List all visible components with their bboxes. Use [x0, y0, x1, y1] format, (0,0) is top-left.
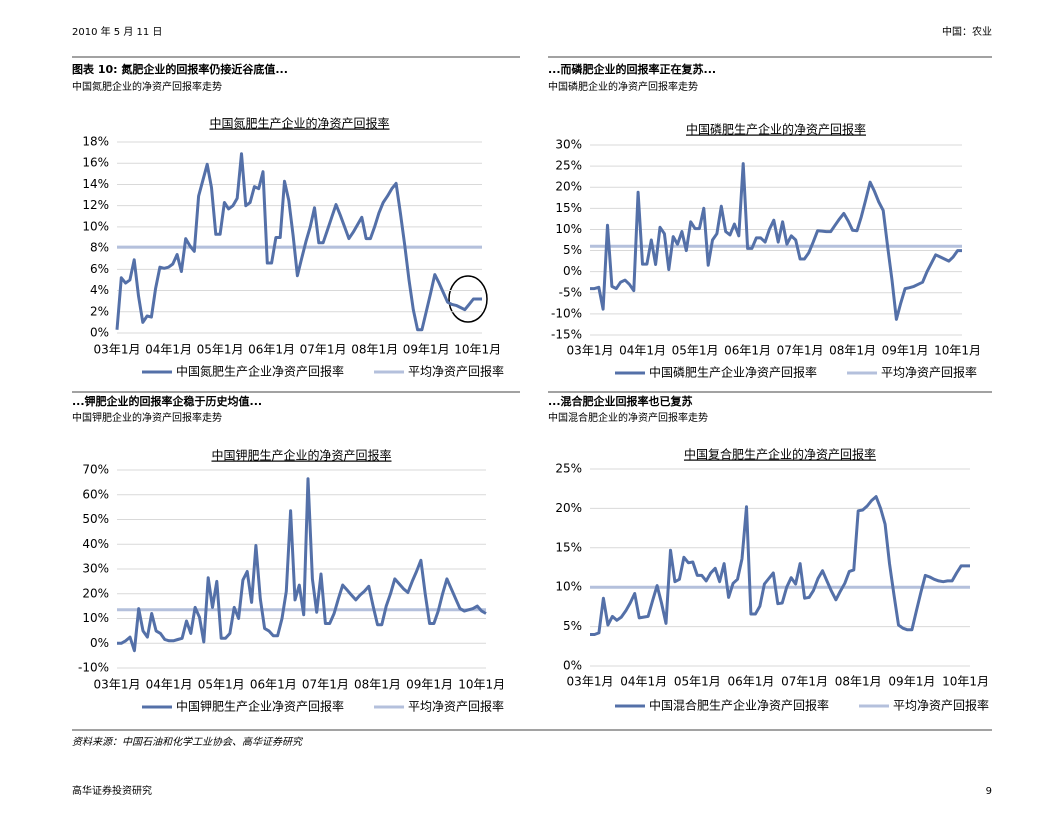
x-tick-label: 05年1月 — [198, 678, 245, 692]
x-tick-label: 07年1月 — [781, 675, 828, 689]
x-tick-label: 06年1月 — [248, 343, 295, 357]
footer-publisher: 高华证券投资研究 — [72, 784, 152, 797]
data-line — [115, 152, 482, 332]
y-tick-label: 10% — [555, 222, 582, 236]
x-tick-label: 10年1月 — [934, 344, 981, 358]
panel-subheading: 中国钾肥企业的净资产回报率走势 — [72, 411, 222, 424]
y-tick-label: -10% — [551, 306, 582, 320]
x-tick-label: 03年1月 — [94, 678, 141, 692]
y-tick-label: 70% — [82, 463, 109, 477]
legend-label: 中国氮肥生产企业净资产回报率 — [176, 364, 344, 379]
y-tick-label: 30% — [555, 138, 582, 152]
y-tick-label: 40% — [82, 537, 109, 551]
x-tick-label: 03年1月 — [567, 675, 614, 689]
y-tick-label: 12% — [82, 198, 109, 212]
x-tick-label: 09年1月 — [403, 343, 450, 357]
x-tick-label: 10年1月 — [458, 678, 505, 692]
x-tick-label: 04年1月 — [146, 678, 193, 692]
x-tick-label: 04年1月 — [620, 675, 667, 689]
panel-subheading: 中国氮肥企业的净资产回报率走势 — [72, 80, 222, 93]
y-tick-label: 16% — [82, 156, 109, 170]
y-tick-label: 20% — [555, 180, 582, 194]
y-tick-label: 5% — [563, 619, 582, 633]
y-tick-label: 8% — [90, 241, 109, 255]
x-tick-label: 03年1月 — [94, 343, 141, 357]
report-section: 中国：农业 — [942, 25, 992, 38]
chart-title: 中国磷肥生产企业的净资产回报率 — [686, 122, 866, 137]
x-tick-label: 07年1月 — [302, 678, 349, 692]
y-tick-label: 20% — [555, 501, 582, 515]
x-tick-label: 08年1月 — [835, 675, 882, 689]
y-tick-label: 20% — [82, 586, 109, 600]
y-tick-label: 0% — [90, 326, 109, 340]
legend-label: 平均净资产回报率 — [893, 698, 989, 713]
page-number: 9 — [986, 786, 992, 797]
y-tick-label: 4% — [90, 283, 109, 297]
data-line — [590, 495, 970, 636]
x-tick-label: 08年1月 — [351, 343, 398, 357]
y-tick-label: 10% — [82, 611, 109, 625]
chart-title: 中国钾肥生产企业的净资产回报率 — [211, 448, 391, 463]
x-tick-label: 10年1月 — [942, 675, 989, 689]
legend-label: 平均净资产回报率 — [881, 365, 977, 380]
panel-subheading: 中国混合肥企业的净资产回报率走势 — [548, 411, 708, 424]
y-tick-label: 0% — [563, 659, 582, 673]
y-tick-label: 25% — [555, 462, 582, 476]
chart-title: 中国复合肥生产企业的净资产回报率 — [684, 447, 876, 462]
x-tick-label: 04年1月 — [619, 344, 666, 358]
panel-heading: 图表 10: 氮肥企业的回报率仍接近谷底值... — [72, 62, 288, 76]
x-tick-label: 06年1月 — [250, 678, 297, 692]
highlight-circle — [448, 275, 488, 323]
legend-label: 平均净资产回报率 — [408, 699, 504, 714]
panel-heading: ...钾肥企业的回报率企稳于历史均值... — [72, 394, 262, 408]
x-tick-label: 08年1月 — [354, 678, 401, 692]
y-tick-label: 0% — [563, 264, 582, 278]
panel-heading: ...而磷肥企业的回报率正在复苏... — [548, 62, 716, 76]
x-tick-label: 06年1月 — [727, 675, 774, 689]
y-tick-label: 25% — [555, 159, 582, 173]
data-line — [590, 162, 962, 321]
panel-heading: ...混合肥企业回报率也已复苏 — [548, 394, 693, 408]
y-tick-label: -5% — [559, 285, 582, 299]
y-tick-label: 30% — [82, 562, 109, 576]
legend-label: 中国混合肥生产企业净资产回报率 — [649, 698, 829, 713]
panel-subheading: 中国磷肥企业的净资产回报率走势 — [548, 80, 698, 93]
x-tick-label: 07年1月 — [300, 343, 347, 357]
y-tick-label: 0% — [90, 636, 109, 650]
x-tick-label: 09年1月 — [882, 344, 929, 358]
y-tick-label: 10% — [82, 219, 109, 233]
y-tick-label: 50% — [82, 512, 109, 526]
x-tick-label: 06年1月 — [724, 344, 771, 358]
y-tick-label: 18% — [82, 135, 109, 149]
legend-label: 平均净资产回报率 — [408, 364, 504, 379]
data-line — [117, 477, 487, 653]
x-tick-label: 08年1月 — [829, 344, 876, 358]
x-tick-label: 05年1月 — [672, 344, 719, 358]
x-tick-label: 03年1月 — [567, 344, 614, 358]
legend-label: 中国磷肥生产企业净资产回报率 — [649, 365, 817, 380]
y-tick-label: 10% — [555, 580, 582, 594]
y-tick-label: 60% — [82, 487, 109, 501]
x-tick-label: 07年1月 — [777, 344, 824, 358]
y-tick-label: 15% — [555, 201, 582, 215]
report-date: 2010 年 5 月 11 日 — [72, 25, 162, 38]
y-tick-label: -10% — [78, 661, 109, 675]
y-tick-label: 6% — [90, 262, 109, 276]
x-tick-label: 05年1月 — [674, 675, 721, 689]
x-tick-label: 04年1月 — [145, 343, 192, 357]
x-tick-label: 10年1月 — [454, 343, 501, 357]
chart-title: 中国氮肥生产企业的净资产回报率 — [209, 116, 389, 131]
x-tick-label: 09年1月 — [888, 675, 935, 689]
y-tick-label: 15% — [555, 540, 582, 554]
x-tick-label: 05年1月 — [197, 343, 244, 357]
y-tick-label: -15% — [551, 328, 582, 342]
y-tick-label: 2% — [90, 304, 109, 318]
y-tick-label: 5% — [563, 243, 582, 257]
source-note: 资料来源：中国石油和化学工业协会、高华证券研究 — [72, 736, 304, 748]
legend-label: 中国钾肥生产企业净资产回报率 — [176, 699, 344, 714]
y-tick-label: 14% — [82, 177, 109, 191]
x-tick-label: 09年1月 — [406, 678, 453, 692]
